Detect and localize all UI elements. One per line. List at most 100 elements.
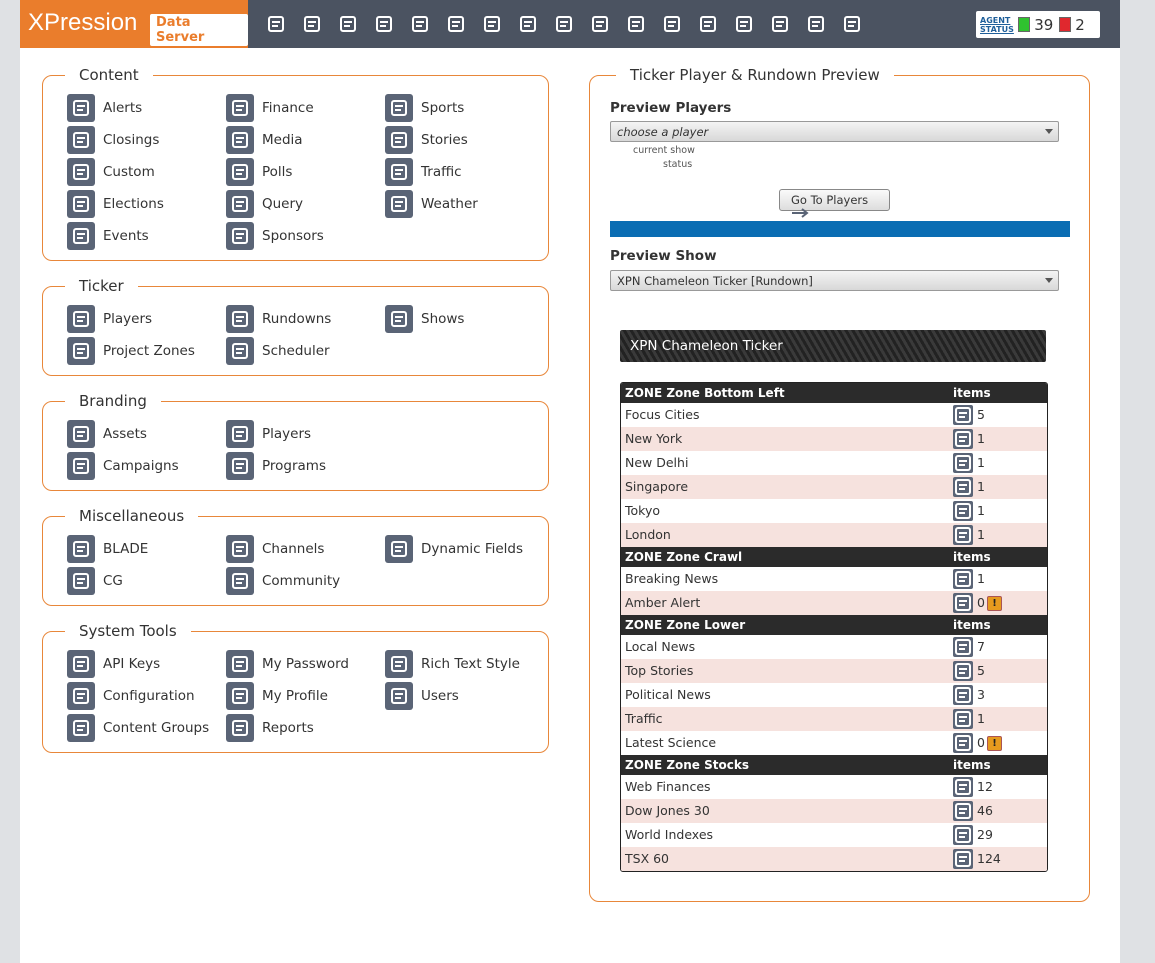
menu-item[interactable]: My Password — [226, 648, 349, 680]
zone-row: Amber Alert 0! — [621, 591, 1047, 615]
section-title: Ticker — [65, 277, 138, 295]
row-count: 3 — [977, 687, 985, 702]
row-icon — [953, 593, 973, 613]
toolbar-icon[interactable] — [260, 8, 292, 40]
row-icon — [953, 477, 973, 497]
row-name: Focus Cities — [625, 407, 700, 422]
glyph — [232, 311, 248, 327]
toolbar-icon[interactable] — [836, 8, 868, 40]
row-icon — [953, 405, 973, 425]
toolbar-icon[interactable] — [404, 8, 436, 40]
toolbar-icon[interactable] — [584, 8, 616, 40]
row-name: Singapore — [625, 479, 689, 494]
menu-column: Assets Campaigns — [67, 418, 179, 482]
toolbar-icon[interactable] — [620, 8, 652, 40]
row-icon — [953, 569, 973, 589]
toolbar-icon[interactable] — [800, 8, 832, 40]
menu-item[interactable]: Players — [67, 303, 195, 335]
menu-item[interactable]: Custom — [67, 156, 164, 188]
ticker-title-text: XPN Chameleon Ticker — [630, 338, 783, 354]
menu-item[interactable]: BLADE — [67, 533, 148, 565]
menu-item[interactable]: Polls — [226, 156, 324, 188]
status: status — [663, 159, 693, 170]
show-select[interactable]: XPN Chameleon Ticker [Rundown] — [610, 270, 1059, 291]
menu-icon — [67, 682, 95, 710]
row-icon — [953, 733, 973, 753]
menu-item[interactable]: Sponsors — [226, 220, 324, 252]
menu-item[interactable]: My Profile — [226, 680, 349, 712]
toolbar-icon[interactable] — [728, 8, 760, 40]
glyph — [232, 164, 248, 180]
glyph — [391, 164, 407, 180]
row-icon — [953, 825, 973, 845]
toolbar-icon[interactable] — [296, 8, 328, 40]
menu-item[interactable]: Assets — [67, 418, 179, 450]
menu-item[interactable]: Rundowns — [226, 303, 331, 335]
players-select[interactable]: choose a player — [610, 121, 1059, 142]
menu-item[interactable]: API Keys — [67, 648, 209, 680]
glyph — [73, 100, 89, 116]
logo[interactable]: XPression Data Server — [20, 0, 248, 48]
glyph — [232, 541, 248, 557]
menu-item[interactable]: Events — [67, 220, 164, 252]
menu-item[interactable]: Rich Text Style — [385, 648, 520, 680]
glyph — [955, 503, 971, 519]
menu-item[interactable]: Users — [385, 680, 520, 712]
menu-item[interactable]: Scheduler — [226, 335, 331, 367]
glyph — [232, 720, 248, 736]
menu-item[interactable]: Stories — [385, 124, 478, 156]
menu-item[interactable]: Media — [226, 124, 324, 156]
toolbar-icon[interactable] — [512, 8, 544, 40]
menu-item[interactable]: Alerts — [67, 92, 164, 124]
menu-item[interactable]: Closings — [67, 124, 164, 156]
row-icon — [953, 849, 973, 869]
menu-label: Players — [103, 311, 153, 327]
menu-item[interactable]: Players — [226, 418, 326, 450]
zone-name: ZONE Zone Stocks — [625, 758, 749, 772]
glyph — [73, 541, 89, 557]
glyph — [391, 541, 407, 557]
toolbar-icon[interactable] — [368, 8, 400, 40]
toolbar-icon[interactable] — [764, 8, 796, 40]
menu-item[interactable]: Dynamic Fields — [385, 533, 523, 565]
row-name: Political News — [625, 687, 711, 702]
menu-item[interactable]: Sports — [385, 92, 478, 124]
glyph — [484, 16, 500, 32]
menu-item[interactable]: Traffic — [385, 156, 478, 188]
toolbar-icon[interactable] — [548, 8, 580, 40]
toolbar-icon[interactable] — [692, 8, 724, 40]
zone-name: ZONE Zone Crawl — [625, 550, 743, 564]
menu-item[interactable]: Query — [226, 188, 324, 220]
glyph — [955, 779, 971, 795]
zone-rows: Breaking News 1 Amber Alert 0! — [621, 567, 1047, 615]
menu-item[interactable]: Channels — [226, 533, 340, 565]
menu-icon — [226, 126, 254, 154]
glyph — [73, 228, 89, 244]
glyph — [955, 827, 971, 843]
menu-item[interactable]: Shows — [385, 303, 464, 335]
toolbar-icon[interactable] — [656, 8, 688, 40]
toolbar-icon[interactable] — [440, 8, 472, 40]
menu-item[interactable]: Campaigns — [67, 450, 179, 482]
glyph — [592, 16, 608, 32]
menu-item[interactable]: Elections — [67, 188, 164, 220]
menu-item[interactable]: Content Groups — [67, 712, 209, 744]
menu-icon — [385, 682, 413, 710]
go-button[interactable]: Go To Players — [779, 189, 890, 218]
menu-item[interactable]: Finance — [226, 92, 324, 124]
menu-item[interactable]: Project Zones — [67, 335, 195, 367]
menu-item[interactable]: Programs — [226, 450, 326, 482]
toolbar-icon[interactable] — [476, 8, 508, 40]
menu-item[interactable]: CG — [67, 565, 148, 597]
menu-icon — [67, 190, 95, 218]
toolbar-icon[interactable] — [332, 8, 364, 40]
menu-item[interactable]: Weather — [385, 188, 478, 220]
toolbar — [260, 8, 868, 40]
menu-item[interactable]: Reports — [226, 712, 349, 744]
glyph — [391, 656, 407, 672]
glyph — [340, 16, 356, 32]
menu-item[interactable]: Configuration — [67, 680, 209, 712]
menu-item[interactable]: Community — [226, 565, 340, 597]
menu-icon — [67, 714, 95, 742]
